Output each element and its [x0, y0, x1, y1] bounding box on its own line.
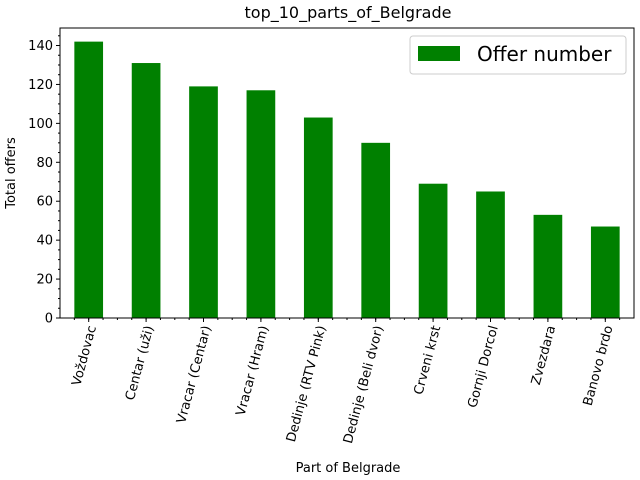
x-tick-label-8: Zvezdara — [529, 324, 559, 387]
x-tick-label-5: Dedinje (Beli dvor) — [341, 324, 387, 445]
y-tick-label-3: 60 — [36, 195, 53, 210]
y-tick-label-5: 100 — [28, 117, 53, 132]
y-tick-label-2: 40 — [36, 234, 53, 249]
y-tick-label-7: 140 — [28, 39, 53, 54]
legend: Offer number — [409, 35, 627, 75]
bar-7 — [476, 191, 505, 318]
x-tick-label-1: Centar (uži) — [123, 324, 157, 402]
bar-0 — [74, 41, 104, 319]
x-tick-label-9: Banovo brdo — [581, 324, 617, 408]
x-tick-label-7: Gornji Dorcol — [465, 324, 501, 409]
bar-6 — [418, 183, 448, 318]
x-tick-label-0: Voždovac — [69, 324, 99, 387]
y-tick-label-6: 120 — [28, 78, 53, 93]
legend-label: Offer number — [477, 42, 612, 66]
x-tick-label-6: Crveni krst — [412, 324, 445, 396]
bar-4 — [303, 117, 333, 318]
y-tick-label-0: 0 — [45, 312, 53, 327]
x-tick-label-2: Vracar (Centar) — [174, 324, 215, 425]
x-axis-label: Part of Belgrade — [296, 461, 401, 476]
bar-9 — [590, 226, 620, 318]
chart-title: top_10_parts_of_Belgrade — [245, 3, 452, 23]
legend-box — [409, 35, 627, 75]
x-tick-label-4: Dedinje (RTV Pink) — [284, 324, 330, 444]
x-axis: Voždovac Centar (uži) Vracar (Centar) Vraca… — [69, 318, 621, 445]
y-axis-label: Total offers — [4, 137, 19, 210]
plot-area — [74, 41, 620, 319]
bar-2 — [189, 86, 218, 319]
y-axis: 0 20 40 60 80 100 120 140 — [28, 35, 60, 327]
y-tick-label-1: 20 — [36, 273, 53, 288]
bar-1 — [131, 63, 161, 319]
x-tick-label-3: Vracar (Hram) — [234, 324, 272, 417]
y-tick-label-4: 80 — [36, 156, 53, 171]
bar-8 — [533, 214, 563, 318]
bar-3 — [246, 90, 276, 318]
legend-swatch — [418, 46, 460, 61]
bar-5 — [361, 142, 391, 318]
